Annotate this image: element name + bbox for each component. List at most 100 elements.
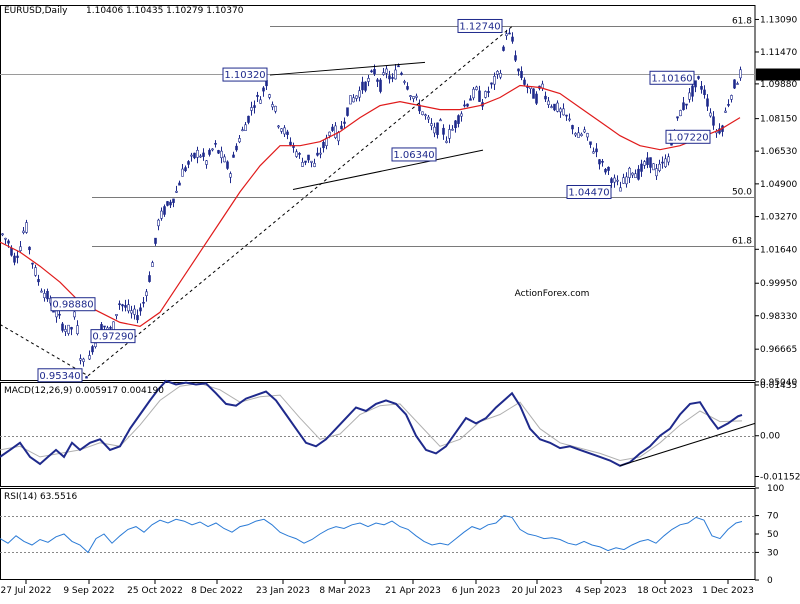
y-tick-label: 1.08150: [760, 115, 797, 125]
candle-body: [685, 103, 688, 106]
candle-body: [172, 198, 175, 203]
x-tick-label: 23 Jan 2023: [256, 586, 310, 596]
candle-body: [562, 108, 565, 116]
candle-body: [475, 86, 478, 90]
candle-body: [628, 167, 631, 178]
candle-body: [724, 110, 727, 113]
dashed-trendline: [0, 323, 89, 377]
candle-body: [145, 291, 148, 296]
candle-body: [190, 154, 193, 157]
candle-body: [73, 311, 76, 318]
candle-body: [256, 95, 259, 97]
candle-body: [211, 148, 214, 151]
candle-body: [712, 116, 715, 126]
candle-body: [214, 143, 217, 145]
candle-body: [682, 102, 685, 110]
candle-body: [118, 303, 121, 306]
candle-body: [175, 190, 178, 193]
candle-body: [463, 104, 466, 107]
y-tick-label: 1.04900: [760, 180, 797, 190]
x-tick-label: 9 Sep 2022: [63, 586, 114, 596]
candle-body: [514, 55, 517, 61]
candle-body: [283, 127, 286, 135]
candle-body: [637, 168, 640, 180]
candle-body: [289, 141, 292, 146]
candle-body: [655, 168, 658, 177]
candle-body: [187, 161, 190, 165]
candle-body: [634, 173, 637, 179]
price-label-box: [649, 70, 695, 85]
candle-body: [121, 304, 124, 307]
candle-body: [250, 107, 253, 111]
candle-body: [478, 90, 481, 102]
candle-body: [520, 71, 523, 78]
candle-body: [394, 69, 397, 80]
candle-body: [184, 167, 187, 172]
candle-body: [139, 307, 142, 312]
price-label-box: [665, 129, 711, 144]
candle-body: [340, 125, 343, 130]
candle-body: [280, 128, 283, 132]
candle-body: [436, 122, 439, 135]
candle-body: [571, 125, 574, 130]
candle-body: [79, 358, 82, 361]
candle-body: [304, 160, 307, 163]
candle-body: [193, 152, 196, 159]
candle-body: [502, 46, 505, 51]
candle-body: [583, 129, 586, 133]
y-tick-label: 1.03270: [760, 213, 797, 223]
candle-body: [358, 90, 361, 98]
candle-body: [523, 79, 526, 85]
candle-body: [232, 154, 235, 158]
moving-average-line: [0, 84, 741, 328]
candle-body: [244, 124, 247, 131]
candle-body: [472, 88, 475, 99]
rsi-y-tick-label: 30: [767, 548, 779, 558]
candle-body: [448, 129, 451, 139]
x-tick-label: 18 Oct 2023: [637, 586, 693, 596]
candle-body: [247, 115, 250, 123]
candle-body: [535, 93, 538, 104]
candle-body: [661, 161, 664, 164]
rsi-y-tick-label: 50: [767, 530, 779, 540]
candle-body: [34, 267, 37, 276]
price-label-box: [457, 18, 503, 33]
candle-body: [4, 237, 7, 240]
candle-body: [94, 342, 97, 348]
candle-body: [427, 116, 430, 120]
candle-body: [10, 247, 13, 256]
x-tick-label: 8 Mar 2023: [319, 586, 370, 596]
candle-body: [688, 92, 691, 100]
candle-body: [733, 79, 736, 89]
x-tick-label: 8 Dec 2022: [191, 586, 243, 596]
candle-body: [352, 97, 355, 103]
candle-body: [556, 102, 559, 112]
candle-body: [286, 131, 289, 135]
candle-body: [595, 148, 598, 153]
candle-body: [70, 327, 73, 330]
candle-body: [301, 162, 304, 167]
rsi-y-tick-label: 0: [767, 576, 773, 586]
candle-body: [382, 72, 385, 75]
candle-body: [640, 163, 643, 172]
candle-body: [319, 152, 322, 155]
candle-body: [622, 177, 625, 184]
candle-body: [559, 108, 562, 113]
fib-level-label: 61.8: [732, 17, 752, 27]
candle-body: [451, 128, 454, 131]
y-tick-label: 1.09880: [760, 80, 797, 90]
candle-body: [487, 91, 490, 93]
candle-body: [412, 96, 415, 99]
macd-signal-line: [0, 382, 743, 462]
x-tick-label: 6 Jun 2023: [452, 586, 500, 596]
candle-body: [55, 310, 58, 318]
candle-body: [238, 138, 241, 143]
candle-body: [457, 115, 460, 124]
price-label: 1.06340: [393, 150, 434, 161]
candle-body: [568, 118, 571, 121]
candle-body: [406, 86, 409, 90]
candle-body: [667, 156, 670, 163]
price-label: 1.04470: [568, 187, 609, 198]
candle-body: [388, 75, 391, 80]
